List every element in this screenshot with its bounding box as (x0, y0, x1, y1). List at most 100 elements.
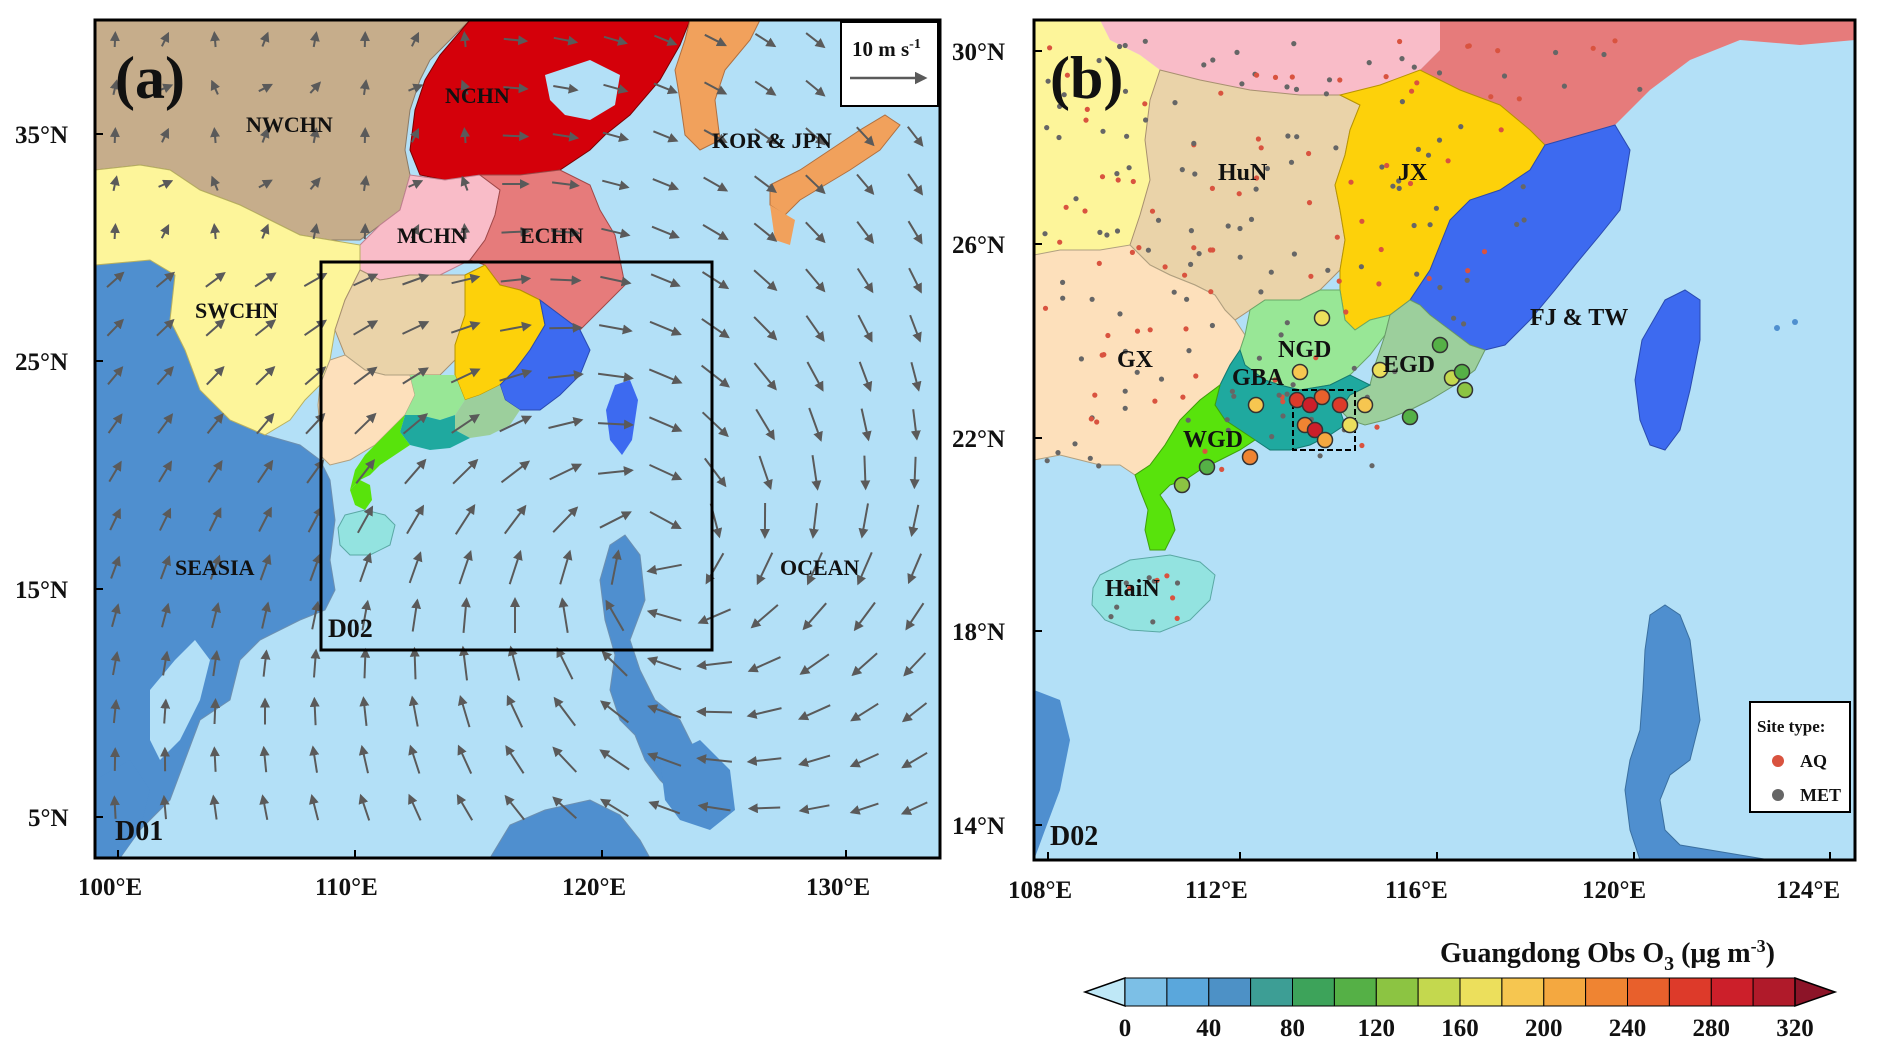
site-marker (1280, 413, 1286, 419)
site-marker (1378, 246, 1384, 253)
site-marker (1456, 381, 1474, 399)
wind-arrow (460, 223, 471, 240)
site-marker (1254, 175, 1260, 181)
site-marker (1415, 146, 1421, 152)
wind-arrow (502, 131, 530, 142)
wind-arrow (159, 507, 172, 531)
colorbar: Guangdong Obs O3 (μg m-3) 0 40 80 120 160 200… (1082, 936, 1838, 1042)
site-marker (1155, 217, 1162, 223)
wind-arrow (360, 647, 371, 679)
lon-tick-108e: 108°E (1008, 877, 1072, 904)
wind-arrow (701, 271, 730, 290)
region-ngd-a (405, 375, 465, 420)
wind-arrow (754, 128, 777, 145)
site-marker (1164, 573, 1170, 579)
panel-b-domain-label: D02 (1050, 821, 1098, 852)
site-marker (1343, 309, 1349, 315)
wind-arrow (856, 126, 875, 147)
site-marker (1146, 575, 1152, 581)
wind-arrow (159, 555, 171, 580)
site-marker (1196, 251, 1202, 257)
site-marker (1348, 179, 1354, 185)
colorbar-bin (1668, 977, 1712, 1007)
wind-arrow (758, 455, 773, 490)
colorbar-bin (1585, 977, 1628, 1007)
wind-arrow (805, 221, 826, 244)
wind-arrow (705, 552, 725, 585)
wind-arrow (649, 511, 682, 530)
wind-arrow (457, 744, 473, 775)
wind-arrow (160, 127, 170, 143)
site-marker (1149, 208, 1156, 214)
site-marker (1152, 398, 1158, 404)
site-marker (1248, 216, 1255, 222)
site-marker (1272, 377, 1278, 383)
wind-arrow (548, 417, 584, 429)
wind-arrow (503, 83, 529, 94)
site-marker (1247, 396, 1265, 414)
site-marker (1426, 275, 1432, 282)
lon-tick-110e: 110°E (315, 874, 378, 901)
wind-arrow (107, 366, 124, 386)
wind-arrow (460, 31, 471, 48)
wind-arrow (256, 412, 275, 435)
wind-arrow (109, 508, 121, 531)
wind-arrow (402, 413, 429, 435)
legend-title: Site type: (1757, 717, 1825, 736)
wind-arrow (649, 320, 682, 336)
colorbar-tick-label: 0 (1119, 1015, 1132, 1042)
wind-arrow (907, 220, 923, 245)
site-marker (1063, 204, 1069, 210)
wind-arrow (206, 365, 225, 386)
site-marker (1495, 48, 1501, 54)
wind-arrow (910, 361, 922, 392)
wind-arrow (109, 31, 120, 48)
wind-arrow (704, 81, 728, 95)
site-marker (1105, 332, 1111, 339)
wind-arrow (650, 273, 681, 288)
wind-arrow (254, 319, 277, 337)
wind-arrow (359, 175, 370, 192)
wind-arrow (907, 553, 923, 585)
site-marker (1061, 92, 1067, 98)
site-marker (1409, 88, 1415, 94)
site-marker (1193, 373, 1199, 379)
colorbar-tick-label: 160 (1441, 1015, 1479, 1042)
site-marker (1084, 106, 1090, 112)
wind-arrow (157, 413, 174, 434)
wind-arrow (599, 749, 630, 771)
site-marker (1359, 218, 1365, 224)
site-marker (1253, 186, 1259, 192)
site-marker (1162, 264, 1168, 270)
wind-arrow (910, 409, 921, 441)
wind-arrow (753, 175, 778, 194)
site-marker (1237, 254, 1243, 260)
colorbar-bin (1459, 977, 1503, 1007)
wind-arrow (255, 366, 276, 386)
site-marker (1289, 74, 1295, 80)
wind-arrow (549, 322, 583, 333)
site-marker (1451, 315, 1457, 321)
wind-arrow (210, 31, 221, 48)
wind-arrow (452, 458, 479, 485)
wind-arrow (858, 503, 869, 539)
wind-arrow (206, 413, 224, 435)
site-marker (1379, 164, 1385, 170)
lon-tick-124e: 124°E (1776, 877, 1840, 904)
site-marker (1060, 279, 1066, 285)
site-marker (1427, 222, 1433, 228)
wind-arrow (160, 31, 170, 47)
site-marker (1123, 580, 1129, 586)
wind-arrow (746, 707, 782, 719)
wind-arrow (805, 268, 826, 293)
site-marker (1407, 180, 1414, 187)
wind-arrow (353, 366, 378, 385)
wind-arrow (649, 463, 683, 481)
site-marker (1089, 296, 1095, 302)
label-ocean: OCEAN (780, 555, 860, 580)
wind-arrow (106, 271, 125, 288)
panel-a-frame (93, 18, 942, 860)
panel-b-map (1034, 20, 1855, 860)
gulf-thailand (150, 640, 210, 760)
